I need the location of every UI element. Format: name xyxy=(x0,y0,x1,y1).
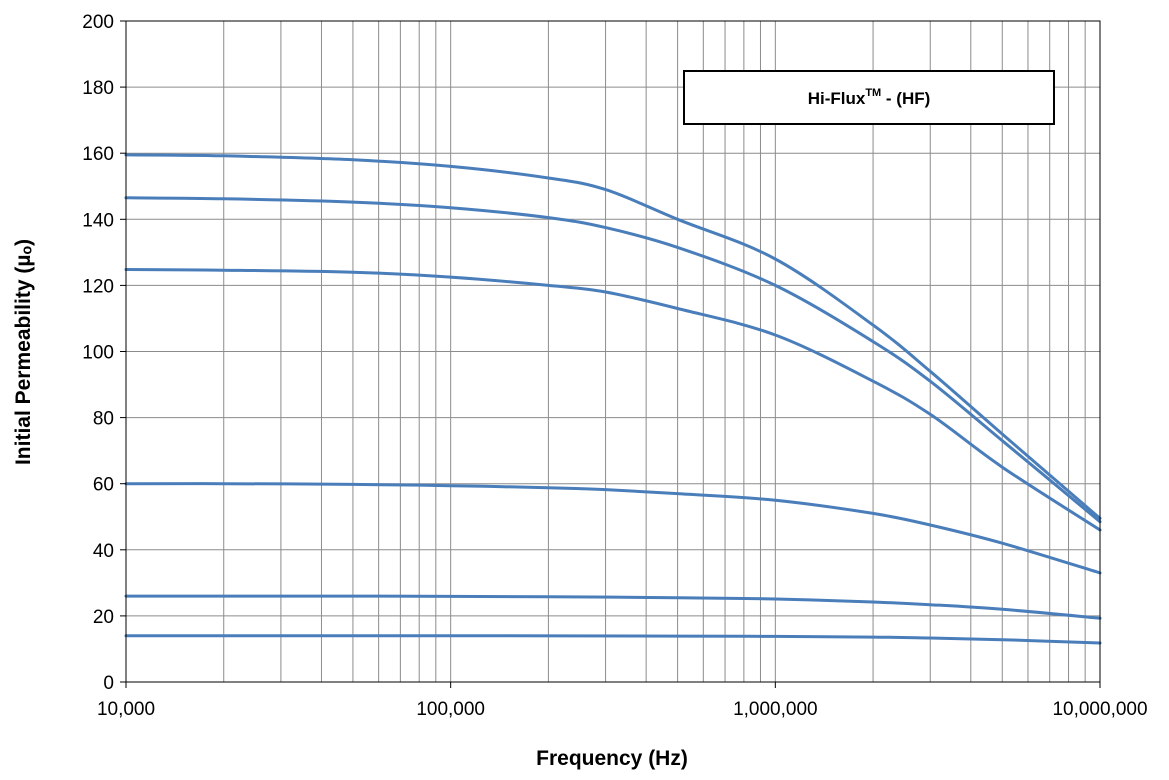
y-tick-label: 100 xyxy=(82,343,114,364)
x-tick-label: 10,000 xyxy=(97,699,155,720)
x-tick-label: 100,000 xyxy=(416,699,485,720)
series-line-1 xyxy=(124,153,1102,520)
y-tick-label: 80 xyxy=(93,409,114,430)
y-tick-label: 160 xyxy=(82,144,114,165)
series-line-6 xyxy=(124,634,1102,645)
x-axis-ticks: 10,000 100,000 1,000,000 10,000,000 xyxy=(97,682,1148,720)
legend-suffix: - (HF) xyxy=(881,89,930,108)
series-line-5 xyxy=(124,594,1102,620)
series-line-3 xyxy=(124,268,1102,532)
y-tick-label: 0 xyxy=(103,673,114,694)
x-axis-title: Frequency (Hz) xyxy=(536,747,688,770)
y-tick-label: 180 xyxy=(82,78,114,99)
legend-name: Hi-Flux xyxy=(808,89,866,108)
series-line-2 xyxy=(124,196,1102,524)
legend-label: Hi-FluxTM - (HF) xyxy=(808,87,931,108)
legend-frame xyxy=(683,70,1055,125)
y-tick-label: 60 xyxy=(93,475,114,496)
y-axis-title: Initial Permeability (µₒ) xyxy=(12,239,35,465)
legend-box: Hi-FluxTM - (HF) xyxy=(683,70,1055,125)
x-tick-label: 10,000,000 xyxy=(1052,699,1147,720)
y-tick-label: 140 xyxy=(82,210,114,231)
series-line-4 xyxy=(124,482,1102,575)
y-tick-label: 200 xyxy=(82,12,114,33)
y-tick-label: 40 xyxy=(93,541,114,562)
y-tick-label: 120 xyxy=(82,276,114,297)
legend-trademark: TM xyxy=(865,87,881,99)
series-lines xyxy=(124,153,1102,645)
y-tick-label: 20 xyxy=(93,607,114,628)
x-tick-label: 1,000,000 xyxy=(733,699,818,720)
y-axis-ticks: 0 20 40 60 80 100 120 140 160 180 200 xyxy=(82,12,126,694)
